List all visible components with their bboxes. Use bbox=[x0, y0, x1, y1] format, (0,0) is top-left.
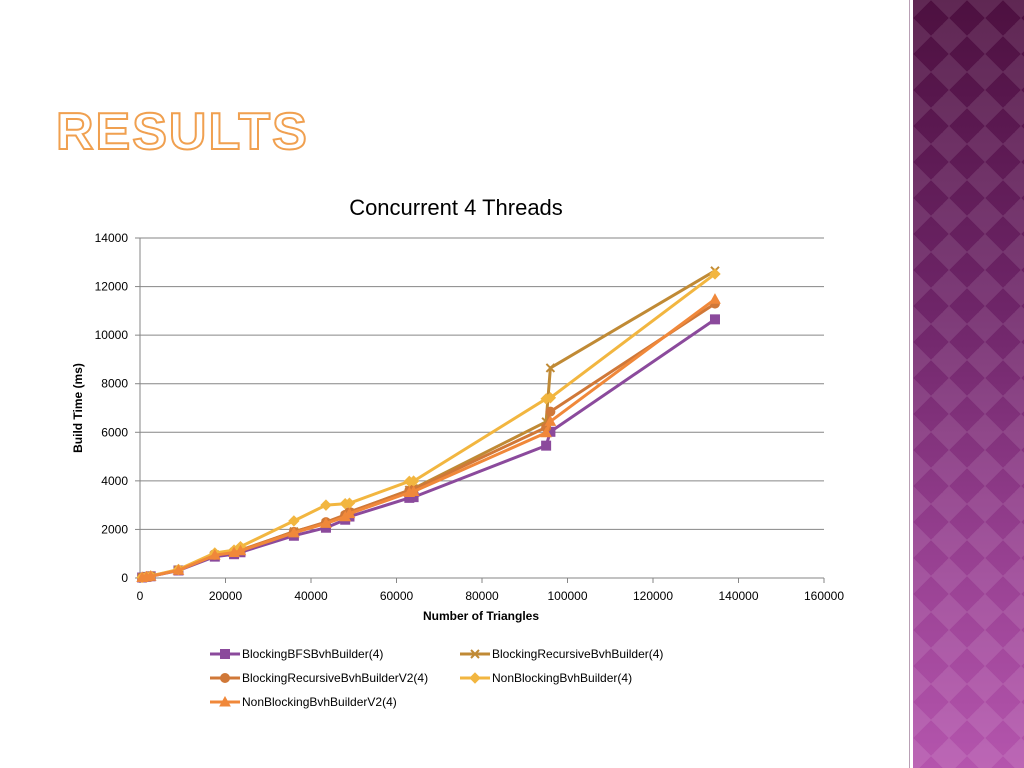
legend-label: NonBlockingBvhBuilder(4) bbox=[492, 671, 633, 685]
x-axis-tick-labels: 0 20000 40000 60000 80000 100000 120000 140000 1… bbox=[137, 589, 845, 603]
legend-item: NonBlockingBvhBuilderV2(4) bbox=[210, 692, 397, 712]
data-point bbox=[709, 293, 721, 304]
x-tick-label: 60000 bbox=[380, 589, 414, 603]
x-tick-label: 0 bbox=[137, 589, 144, 603]
data-point bbox=[407, 485, 420, 497]
series-2 bbox=[137, 266, 720, 583]
series-line bbox=[141, 302, 716, 579]
legend-swatch bbox=[210, 649, 240, 659]
legend-swatch bbox=[210, 696, 240, 707]
y-tick-label: 2000 bbox=[101, 522, 128, 536]
y-tick-label: 6000 bbox=[101, 425, 128, 439]
x-tick-label: 160000 bbox=[804, 589, 844, 603]
legend-marker bbox=[220, 673, 230, 683]
x-tick-label: 100000 bbox=[547, 589, 587, 603]
y-tick-label: 8000 bbox=[101, 377, 128, 391]
data-point bbox=[234, 544, 247, 556]
y-tick-label: 14000 bbox=[95, 231, 129, 245]
chart-title: Concurrent 4 Threads bbox=[349, 195, 563, 220]
x-tick-label: 120000 bbox=[633, 589, 673, 603]
slide-title: RESULTS bbox=[55, 102, 309, 162]
axes bbox=[135, 237, 825, 583]
series-5 bbox=[136, 293, 721, 583]
legend-label: BlockingRecursiveBvhBuilder(4) bbox=[492, 647, 664, 661]
x-axis-label: Number of Triangles bbox=[423, 609, 539, 623]
data-point bbox=[709, 314, 720, 325]
data-point bbox=[709, 268, 721, 280]
y-tick-label: 4000 bbox=[101, 474, 128, 488]
legend-label: NonBlockingBvhBuilderV2(4) bbox=[242, 695, 397, 709]
data-point bbox=[320, 499, 332, 511]
decorative-side-panel bbox=[913, 0, 1024, 768]
series-1 bbox=[137, 314, 720, 583]
x-tick-label: 40000 bbox=[294, 589, 328, 603]
y-tick-label: 0 bbox=[121, 571, 128, 585]
y-axis-label: Build Time (ms) bbox=[71, 363, 85, 453]
data-point bbox=[288, 515, 300, 527]
legend-swatch bbox=[210, 673, 240, 683]
series-line bbox=[141, 297, 716, 579]
legend-label: BlockingBFSBvhBuilder(4) bbox=[242, 647, 384, 661]
data-point bbox=[541, 440, 552, 451]
data-point bbox=[172, 564, 185, 575]
legend-item: NonBlockingBvhBuilder(4) bbox=[460, 668, 632, 688]
series-layer bbox=[136, 266, 721, 584]
legend-marker bbox=[469, 672, 481, 684]
series-line bbox=[141, 272, 716, 579]
legend-label: BlockingRecursiveBvhBuilderV2(4) bbox=[242, 671, 429, 685]
series-line bbox=[141, 318, 716, 579]
y-tick-label: 10000 bbox=[95, 328, 129, 342]
legend-marker bbox=[220, 649, 230, 659]
x-tick-label: 140000 bbox=[718, 589, 758, 603]
data-point bbox=[544, 392, 557, 404]
legend-item: BlockingBFSBvhBuilder(4) bbox=[210, 644, 383, 664]
x-tick-label: 20000 bbox=[209, 589, 243, 603]
data-point bbox=[288, 526, 300, 538]
data-point bbox=[320, 517, 332, 528]
series-4 bbox=[136, 268, 721, 584]
legend-swatch bbox=[460, 649, 490, 659]
legend-item: BlockingRecursiveBvhBuilderV2(4) bbox=[210, 668, 428, 688]
legend-marker bbox=[470, 649, 480, 659]
data-point bbox=[343, 507, 356, 519]
line-chart: Concurrent 4 Threads 0 2000 4000 6000 8000 10… bbox=[71, 195, 845, 623]
y-axis-tick-labels: 0 2000 4000 6000 8000 10000 12000 14000 bbox=[95, 231, 129, 585]
series-line bbox=[141, 269, 716, 579]
data-point bbox=[545, 363, 556, 373]
data-point bbox=[144, 570, 157, 581]
data-point bbox=[544, 415, 557, 426]
y-tick-label: 12000 bbox=[95, 280, 129, 294]
data-point bbox=[208, 549, 221, 560]
legend-swatch bbox=[460, 672, 490, 684]
legend-marker bbox=[219, 696, 231, 707]
data-point bbox=[540, 426, 552, 438]
series-3 bbox=[137, 298, 720, 583]
x-tick-label: 80000 bbox=[465, 589, 499, 603]
data-point bbox=[545, 406, 556, 417]
gridlines bbox=[140, 237, 824, 530]
legend-item: BlockingRecursiveBvhBuilder(4) bbox=[460, 644, 663, 664]
side-panel-divider bbox=[909, 0, 910, 768]
